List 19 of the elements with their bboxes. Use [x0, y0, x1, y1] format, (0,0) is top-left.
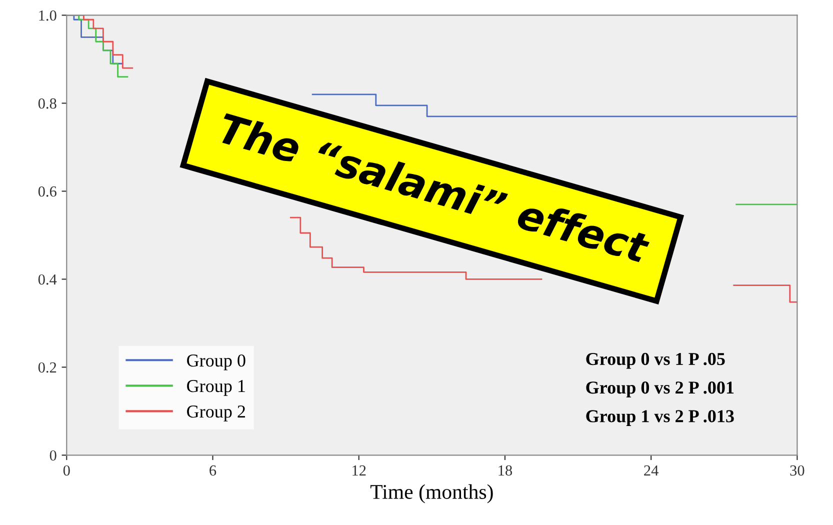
annotation: Group 1 vs 2 P .013 — [586, 410, 734, 426]
x-tick-label: 18 — [498, 465, 512, 476]
annotation: Group 0 vs 1 P .05 — [586, 352, 725, 369]
x-tick-label: 6 — [210, 465, 216, 476]
y-tick-label: 0.8 — [38, 98, 56, 109]
x-tick-label: 0 — [63, 465, 70, 476]
y-tick-label: 0 — [50, 450, 56, 461]
legend-label: Group 0 — [187, 354, 246, 370]
legend-label: Group 2 — [187, 406, 245, 422]
x-tick-label: 12 — [352, 465, 366, 476]
legend-label: Group 1 — [187, 380, 245, 396]
x-tick-label: 24 — [644, 465, 658, 476]
y-tick-label: 0.4 — [38, 274, 57, 285]
annotation: Group 0 vs 2 P .001 — [586, 382, 734, 398]
y-tick-label: 1.0 — [39, 10, 56, 21]
y-tick-label: 0.6 — [38, 186, 56, 197]
x-tick-label: 30 — [790, 465, 804, 476]
x-axis-title: Time (months) — [370, 484, 493, 504]
y-tick-label: 0.2 — [38, 362, 56, 373]
